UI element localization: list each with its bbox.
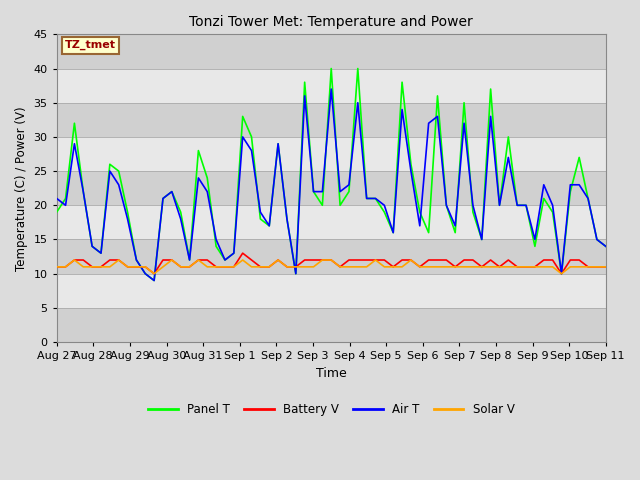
Panel T [328, 66, 335, 72]
Solar V [345, 264, 353, 270]
Panel T [212, 243, 220, 249]
Panel T [602, 243, 609, 249]
Air T [53, 195, 61, 201]
Bar [57, 69, 605, 103]
Legend: Panel T, Battery V, Air T, Solar V: Panel T, Battery V, Air T, Solar V [143, 399, 519, 421]
Bar [57, 240, 605, 274]
Panel T [319, 203, 326, 208]
Air T [451, 223, 459, 228]
Air T [602, 243, 609, 249]
Panel T [230, 250, 237, 256]
Battery V [150, 271, 158, 276]
Panel T [593, 237, 601, 242]
Solar V [70, 257, 78, 263]
Panel T [451, 230, 459, 236]
Air T [345, 182, 353, 188]
Panel T [345, 189, 353, 194]
Battery V [239, 250, 246, 256]
Bar [57, 137, 605, 171]
Bar [57, 171, 605, 205]
Solar V [239, 257, 246, 263]
Title: Tonzi Tower Met: Temperature and Power: Tonzi Tower Met: Temperature and Power [189, 15, 473, 29]
Y-axis label: Temperature (C) / Power (V): Temperature (C) / Power (V) [15, 106, 28, 271]
Bar [57, 274, 605, 308]
Air T [319, 189, 326, 194]
Battery V [593, 264, 601, 270]
Text: TZ_tmet: TZ_tmet [65, 40, 116, 50]
Solar V [451, 264, 459, 270]
Battery V [602, 264, 609, 270]
Air T [230, 250, 237, 256]
Bar [57, 308, 605, 342]
Line: Air T: Air T [57, 89, 605, 280]
Battery V [345, 257, 353, 263]
Panel T [150, 277, 158, 283]
Bar [57, 103, 605, 137]
Panel T [53, 209, 61, 215]
Battery V [212, 264, 220, 270]
Bar [57, 35, 605, 69]
Battery V [53, 264, 61, 270]
Solar V [593, 264, 601, 270]
Battery V [451, 264, 459, 270]
Air T [328, 86, 335, 92]
Line: Solar V: Solar V [57, 260, 605, 274]
Battery V [230, 264, 237, 270]
X-axis label: Time: Time [316, 367, 347, 380]
Line: Battery V: Battery V [57, 253, 605, 274]
Solar V [53, 264, 61, 270]
Battery V [328, 257, 335, 263]
Solar V [221, 264, 229, 270]
Solar V [328, 257, 335, 263]
Line: Panel T: Panel T [57, 69, 605, 280]
Solar V [150, 271, 158, 276]
Solar V [602, 264, 609, 270]
Bar [57, 205, 605, 240]
Air T [593, 237, 601, 242]
Air T [212, 237, 220, 242]
Air T [150, 277, 158, 283]
